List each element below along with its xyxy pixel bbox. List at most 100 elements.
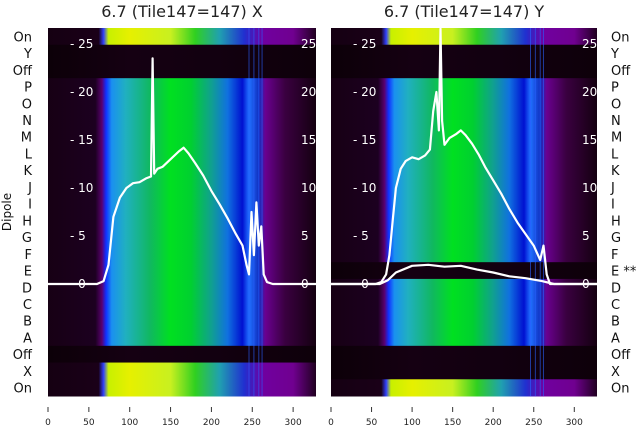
row-label: On — [14, 382, 32, 397]
row-label-right: P — [611, 81, 619, 96]
overlay-y-tick-label-right: 25 — [582, 37, 597, 51]
row-label: D — [22, 281, 32, 296]
x-tick-label: 150 — [162, 418, 179, 428]
row-label-right: J — [610, 181, 615, 196]
row-label-right: B — [611, 315, 620, 330]
row-label-right: On — [611, 30, 629, 45]
row-label: G — [22, 231, 32, 246]
heatmap-row — [48, 345, 316, 364]
heatmap-row — [48, 379, 316, 397]
row-label-right: F — [611, 248, 618, 263]
row-label: A — [23, 331, 32, 346]
row-label: M — [21, 131, 32, 146]
row-label: L — [25, 147, 33, 162]
overlay-y-tick-label: - 20 — [353, 85, 376, 99]
row-label-right: Y — [610, 47, 619, 62]
x-tick-label: 200 — [203, 418, 220, 428]
overlay-y-tick-label-right: 5 — [582, 229, 590, 243]
row-label: Y — [23, 47, 32, 62]
row-label-right: Off — [611, 348, 631, 363]
row-label-right: I — [611, 198, 615, 213]
y-axis-label: Dipole — [0, 193, 14, 231]
heatmap-row — [331, 295, 597, 313]
row-label-right: M — [611, 131, 622, 146]
row-label: I — [28, 198, 32, 213]
overlay-y-tick-label-right: 20 — [582, 85, 597, 99]
x-tick-label: 250 — [244, 418, 261, 428]
x-tick-label: 0 — [328, 418, 334, 428]
row-label-right: On — [611, 382, 629, 397]
heatmap-row — [331, 111, 597, 129]
row-label-right: C — [611, 298, 620, 313]
heatmap-row — [331, 145, 597, 163]
overlay-y-tick-label-right: 5 — [301, 229, 309, 243]
row-label: F — [25, 248, 32, 263]
heatmap-row — [48, 362, 316, 380]
heatmap-row — [48, 228, 316, 246]
overlay-y-tick-label-right: 15 — [582, 133, 597, 147]
heatmap-row — [48, 161, 316, 180]
row-label: O — [22, 97, 32, 112]
row-label: B — [23, 315, 32, 330]
heatmap-row — [331, 161, 597, 180]
heatmap-row — [48, 278, 316, 297]
row-label: On — [14, 30, 32, 45]
heatmap-row — [48, 111, 316, 129]
overlay-y-tick-label: - 15 — [70, 133, 93, 147]
heatmap-row — [331, 362, 597, 380]
overlay-y-tick-label: - 20 — [70, 85, 93, 99]
row-label: Off — [13, 64, 33, 79]
row-label-right: N — [611, 114, 621, 129]
x-tick-label: 0 — [45, 418, 51, 428]
heatmap-row — [331, 312, 597, 330]
row-label: N — [22, 114, 32, 129]
heatmap-row — [48, 195, 316, 213]
heatmap-row — [48, 312, 316, 330]
overlay-y-tick-label: - 10 — [70, 181, 93, 195]
x-tick-label: 150 — [444, 418, 461, 428]
row-label-right: O — [611, 97, 621, 112]
line-spectra — [48, 57, 316, 286]
overlay-y-tick-label-right: 20 — [301, 85, 316, 99]
heatmap-row — [331, 228, 597, 246]
row-label: K — [23, 164, 32, 179]
x-tick-label: 50 — [366, 418, 378, 428]
line-spectra — [331, 27, 597, 286]
heatmap-row — [331, 195, 597, 213]
overlay-y-tick-label: - 5 — [70, 229, 86, 243]
overlay-y-tick-label-right: 15 — [301, 133, 316, 147]
row-label-right: L — [611, 147, 619, 162]
x-tick-label: 50 — [83, 418, 95, 428]
row-label: P — [24, 81, 32, 96]
overlay-y-tick-label: - 25 — [353, 37, 376, 51]
row-label-right: H — [611, 214, 621, 229]
row-label-right: X — [611, 365, 620, 380]
heatmap-row — [331, 245, 597, 263]
x-tick-label: 300 — [285, 418, 302, 428]
overlay-y-tick-label: - 25 — [70, 37, 93, 51]
panel-title: 6.7 (Tile147=147) Y — [384, 2, 545, 21]
heatmap-row — [331, 61, 597, 79]
row-label-right: D — [611, 281, 621, 296]
line-flagged-E — [331, 263, 597, 286]
row-label-right: G — [611, 231, 621, 246]
overlay-y-tick-label-right: 25 — [301, 37, 316, 51]
heatmap-row — [48, 61, 316, 79]
row-label-right: A — [611, 331, 620, 346]
overlay-y-tick-label: - 5 — [353, 229, 369, 243]
overlay-y-tick-label-right: 10 — [301, 181, 316, 195]
heatmap-row — [331, 379, 597, 397]
x-tick-label: 100 — [121, 418, 138, 428]
heatmap-row — [48, 212, 316, 230]
panel-title: 6.7 (Tile147=147) X — [101, 2, 263, 21]
row-label: J — [27, 181, 32, 196]
row-label-right: E ** — [611, 265, 637, 280]
row-label: Off — [13, 348, 33, 363]
overlay-y-tick-label: - 10 — [353, 181, 376, 195]
overlay-y-tick-label: - 15 — [353, 133, 376, 147]
heatmap-row — [331, 329, 597, 347]
heatmap-row — [331, 278, 597, 297]
x-tick-label: 200 — [485, 418, 502, 428]
